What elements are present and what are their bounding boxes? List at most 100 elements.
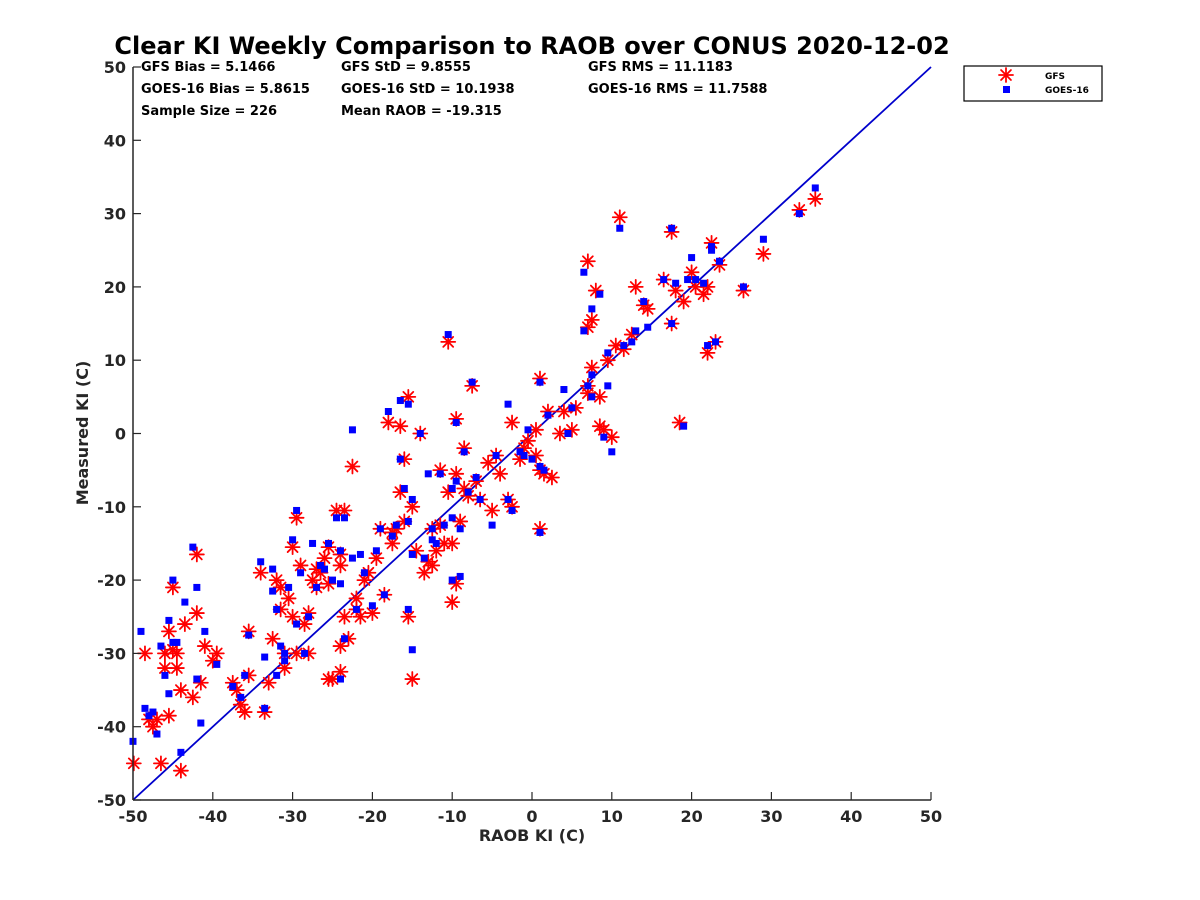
gfs-point	[424, 557, 441, 574]
goes16-point	[452, 477, 460, 485]
y-tick-label: -50	[97, 791, 126, 810]
goes16-point	[153, 730, 161, 738]
goes16-point	[392, 521, 400, 529]
gfs-point	[544, 469, 560, 486]
gfs-point	[484, 502, 501, 519]
sample-size-stat: Sample Size = 226	[141, 104, 277, 119]
gfs-point	[208, 645, 225, 662]
goes16-point	[408, 495, 416, 503]
series-gfs	[125, 191, 824, 779]
goes16-point	[468, 378, 476, 386]
x-tick-label: 30	[760, 807, 782, 826]
x-axis-label: RAOB KI (C)	[479, 826, 585, 845]
goes16-point	[504, 400, 512, 408]
goes16-point	[165, 690, 173, 698]
y-tick-label: 10	[104, 351, 126, 370]
gfs-point	[280, 590, 297, 607]
gfs-point	[125, 755, 142, 772]
goes16-point	[516, 448, 524, 456]
chart-title: Clear KI Weekly Comparison to RAOB over …	[114, 32, 949, 60]
goes16-point	[145, 712, 153, 720]
goes16-point	[448, 484, 456, 492]
goes16-point	[313, 583, 321, 591]
gfs-point	[520, 432, 536, 449]
gfs-point	[252, 564, 269, 581]
goes16-bias-stat: GOES-16 Bias = 5.8615	[141, 82, 310, 97]
gfs-point	[268, 572, 285, 588]
goes16-point	[432, 539, 440, 547]
y-tick-label: 20	[104, 278, 126, 297]
gfs-point	[161, 707, 177, 724]
goes16-point	[584, 382, 592, 390]
goes16-point	[596, 290, 604, 298]
goes16-point	[712, 338, 720, 346]
x-tick-label: -50	[119, 807, 148, 826]
goes16-point	[708, 243, 716, 251]
gfs-point	[168, 645, 185, 662]
goes16-point	[476, 495, 484, 503]
goes16-point	[416, 430, 424, 437]
y-axis-label: Measured KI (C)	[73, 361, 92, 506]
goes16-point	[380, 591, 388, 599]
legend-gfs-label: GFS	[1045, 72, 1065, 82]
goes16-point	[608, 448, 616, 456]
goes16-point	[137, 627, 145, 635]
goes16-point	[580, 268, 588, 276]
x-tick-label: -10	[438, 807, 467, 826]
goes16-point	[165, 616, 173, 624]
goes16-point	[632, 327, 640, 335]
goes16-point	[504, 495, 512, 503]
gfs-point	[392, 418, 409, 435]
goes16-point	[193, 583, 201, 591]
goes16-point	[301, 649, 309, 657]
goes16-point	[336, 675, 344, 683]
goes16-point	[277, 642, 285, 650]
goes16-point	[524, 426, 532, 434]
goes16-point	[692, 276, 700, 284]
goes16-point	[309, 539, 317, 547]
goes16-point	[229, 682, 237, 690]
gfs-point	[336, 608, 353, 625]
x-tick-label: -20	[358, 807, 387, 826]
legend-goes16-label: GOES-16	[1045, 86, 1089, 96]
x-tick-label: 20	[680, 807, 702, 826]
goes16-point	[536, 378, 544, 386]
goes16-point	[528, 455, 536, 463]
x-tick-label: 40	[840, 807, 862, 826]
goes16-point	[408, 646, 416, 654]
gfs-point	[284, 608, 301, 625]
goes16-point	[213, 660, 221, 668]
goes16-point	[688, 254, 696, 262]
goes16-point	[193, 675, 201, 683]
goes16-point	[428, 525, 436, 533]
goes16-point	[189, 543, 197, 551]
gfs-point	[384, 535, 401, 552]
goes16-point	[436, 470, 444, 478]
goes16-point	[811, 184, 819, 192]
data-points	[125, 184, 824, 779]
gfs-point	[168, 660, 185, 676]
goes16-point	[668, 224, 676, 232]
goes16-point	[536, 462, 544, 470]
goes16-point	[293, 506, 301, 514]
gfs-point	[440, 484, 457, 501]
goes16-point	[241, 671, 249, 679]
goes16-point	[305, 613, 313, 621]
goes16-point	[620, 342, 628, 350]
gfs-point	[504, 414, 520, 431]
goes16-point	[340, 635, 348, 643]
gfs-point	[627, 278, 644, 295]
goes16-point	[169, 576, 177, 584]
goes16-point	[261, 653, 269, 661]
gfs-point	[639, 300, 656, 317]
goes16-point	[464, 488, 472, 496]
x-tick-label: 10	[601, 807, 623, 826]
goes16-point	[201, 627, 209, 635]
goes16-point	[628, 338, 636, 346]
goes16-point	[181, 598, 189, 606]
legend-gfs-marker	[998, 67, 1014, 83]
goes16-point	[237, 693, 245, 701]
y-tick-label: -40	[97, 718, 126, 737]
gfs-point	[683, 264, 700, 281]
gfs-rms-stat: GFS RMS = 11.1183	[588, 60, 733, 75]
